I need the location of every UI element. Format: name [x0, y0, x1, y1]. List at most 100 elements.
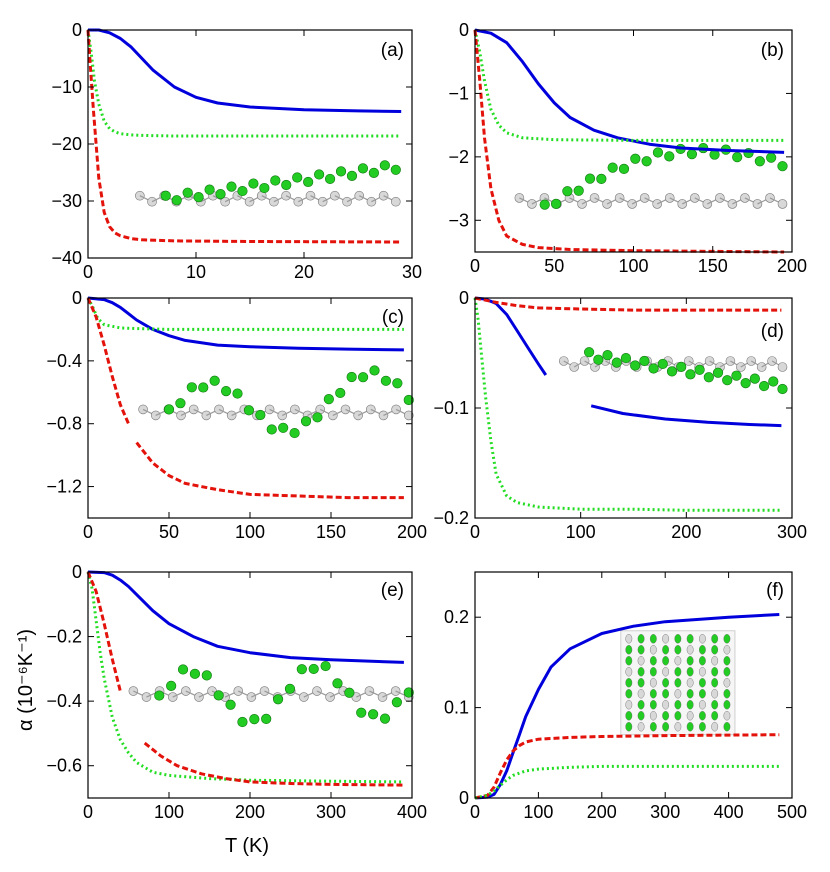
molecule-atom	[699, 634, 705, 643]
molecule-atom	[687, 656, 693, 665]
molecule-atom-green	[704, 372, 714, 382]
y-tick-label: 0.2	[444, 607, 469, 627]
series-line-red-2	[145, 743, 404, 785]
x-tick-label: 150	[698, 256, 728, 276]
y-tick-label: 0	[459, 788, 469, 808]
molecule-atom-green	[244, 405, 254, 415]
molecule-atom-green	[603, 350, 613, 360]
molecule-atom-green	[325, 174, 335, 184]
molecule-atom	[687, 634, 693, 643]
molecule-atom-green	[653, 148, 663, 158]
molecule-atom-green	[695, 365, 705, 375]
molecule-atom	[638, 656, 644, 665]
molecule-atom-green	[768, 377, 778, 387]
molecule-atom	[662, 689, 668, 698]
x-tick-label: 10	[186, 262, 206, 282]
figure: T (K) α (10⁻⁶K⁻¹) 0 10 20 300−10−20−30−40(a…	[0, 0, 830, 872]
plot-frame	[88, 30, 412, 258]
molecule-atom-green	[285, 684, 295, 694]
molecule-atom-green	[314, 170, 324, 180]
molecule-atom-green	[172, 195, 182, 205]
molecule-atom-green	[658, 359, 668, 369]
molecule-atom-green	[273, 694, 283, 704]
molecule-atom	[699, 689, 705, 698]
molecule-atom	[662, 645, 668, 654]
x-tick-label: 400	[397, 802, 427, 822]
molecule-atom-green	[732, 371, 742, 381]
molecule-atom-green	[227, 182, 237, 192]
x-tick-label: 200	[235, 802, 265, 822]
molecule-atom-green	[324, 394, 334, 404]
molecule-atom-green	[667, 367, 677, 377]
molecule-atom-green	[261, 714, 271, 724]
molecule-atom-green	[190, 669, 200, 679]
y-tick-label: −1	[448, 83, 469, 103]
molecule-atom-green	[321, 661, 331, 671]
molecule-atom-green	[347, 372, 357, 382]
molecule-atom-green	[392, 697, 402, 707]
molecule-atom	[662, 700, 668, 709]
molecule-atom-green	[290, 428, 300, 438]
series-line-green	[88, 572, 404, 782]
x-tick-label: 100	[523, 802, 553, 822]
y-tick-label: −0.4	[46, 351, 82, 371]
series-line-blue	[88, 30, 401, 112]
molecule-atom	[699, 656, 705, 665]
panel-c: 0 50 100 150 200 0 −0.4 −0.8 −1.2 (c)	[46, 288, 427, 542]
molecule-atom	[626, 700, 632, 709]
molecule-atom-green	[380, 161, 390, 171]
y-tick-label: −0.8	[46, 414, 82, 434]
y-tick-label: −30	[51, 191, 82, 211]
molecule-atom-green	[333, 679, 343, 689]
molecule-atom	[650, 656, 656, 665]
molecule-atom-green	[722, 375, 732, 385]
molecule-atom-green	[358, 372, 368, 382]
molecule-atom	[675, 689, 681, 698]
molecule-atom-green	[597, 174, 607, 184]
molecule-atom	[724, 689, 730, 698]
molecule-atom	[699, 700, 705, 709]
molecule-atom-green	[750, 374, 760, 384]
x-tick-label: 150	[316, 522, 346, 542]
series-line-green	[475, 298, 781, 510]
y-tick-label: −0.6	[46, 756, 82, 776]
molecule-atom-green	[686, 370, 696, 380]
x-tick-label: 0	[83, 802, 93, 822]
molecule-atom	[675, 634, 681, 643]
y-axis-label: α (10⁻⁶K⁻¹)	[15, 629, 37, 731]
molecule-atom-green	[368, 709, 378, 719]
x-tick-label: 30	[402, 262, 422, 282]
panel-b: 0 50 100 150 2000−1−2−3(b)	[448, 20, 807, 276]
molecule-atom-green	[271, 176, 281, 186]
molecule-atom-green	[205, 185, 215, 195]
molecule-atom-green	[621, 353, 631, 363]
series-line-green	[88, 30, 401, 136]
molecule-atom	[699, 722, 705, 731]
molecule-atom-green	[267, 425, 277, 435]
molecule-atom-green	[249, 179, 259, 189]
molecule-atom	[626, 689, 632, 698]
molecule-atom	[650, 667, 656, 676]
molecule-atom-green	[687, 149, 697, 159]
y-tick-label: −1.2	[46, 477, 82, 497]
molecule-atom	[778, 363, 787, 372]
molecule-atom-green	[178, 665, 188, 675]
series-line-blue	[88, 572, 404, 662]
y-tick-label: −2	[448, 147, 469, 167]
molecule-atom-green	[164, 405, 174, 415]
panel-d: 0 100 200 300 0 −0.1 −0.2 (d)	[433, 288, 807, 542]
molecule-atom	[638, 667, 644, 676]
molecule-atom-green	[381, 376, 391, 386]
molecule-atom	[711, 667, 717, 676]
molecule-atom-green	[278, 423, 288, 433]
molecule-atom-green	[676, 362, 686, 372]
y-tick-label: −0.1	[433, 398, 469, 418]
molecule-atom-green	[778, 161, 788, 171]
molecule-atom-green	[194, 192, 204, 202]
molecule-atom	[675, 667, 681, 676]
molecule-atom-green	[380, 714, 390, 724]
panel-label: (b)	[761, 40, 784, 61]
x-tick-label: 50	[159, 522, 179, 542]
x-tick-label: 300	[777, 522, 807, 542]
panel-e: 0 100 200 300 4000−0.2−0.4−0.6(e)	[46, 562, 427, 822]
